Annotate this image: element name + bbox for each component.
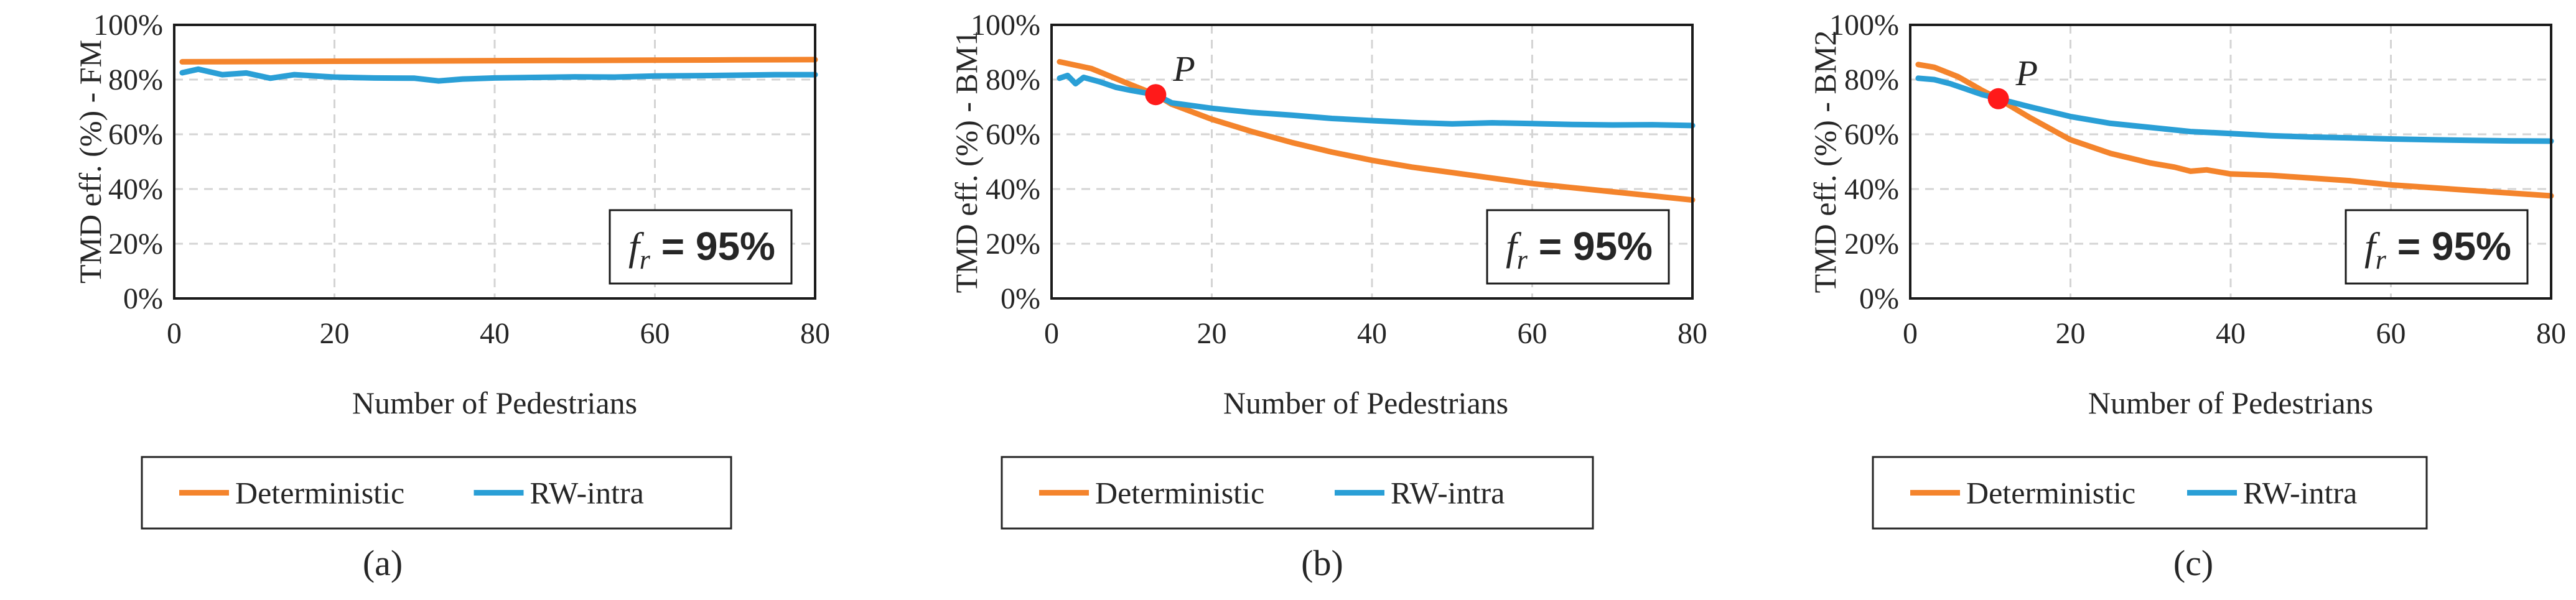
x-tick-label: 0 <box>1044 317 1059 350</box>
plot-frame <box>1909 24 2552 300</box>
x-tick-label: 80 <box>2536 317 2566 350</box>
point-label: P <box>2015 53 2038 93</box>
annotation-value: = 95% <box>650 224 775 269</box>
x-tick-label: 40 <box>2216 317 2246 350</box>
y-tick-label: 20% <box>1844 228 1899 261</box>
chart-panel-1: 0% 20% 40% 60% 80% 100% 0 20 40 60 80 TMD eff. (%) … <box>73 9 830 583</box>
chart-panel-2: 0% 20% 40% 60% 80% 100% 0 20 40 60 80 TMD eff. (%) … <box>949 9 1707 583</box>
annotation-box <box>2345 209 2529 285</box>
series-line-rw-intra <box>179 66 818 84</box>
annotation-subscript: r <box>640 244 651 275</box>
annotation-text: fr = 95% <box>2364 224 2511 275</box>
legend-entry-label: Deterministic <box>1966 476 2135 510</box>
series-line-rw-intra <box>1057 72 1696 129</box>
x-tick-label: 60 <box>640 317 670 350</box>
legend: Deterministic RW-intra <box>141 456 732 530</box>
legend-entry-label: RW-intra <box>2243 476 2357 510</box>
intersection-point <box>1145 84 1167 106</box>
x-tick-label: 80 <box>800 317 830 350</box>
legend-box <box>141 456 732 530</box>
x-tick-label: 40 <box>480 317 510 350</box>
y-tick-label: 100% <box>1829 9 1899 42</box>
x-tick-label: 40 <box>1357 317 1387 350</box>
x-tick-label: 60 <box>1518 317 1547 350</box>
panel-label: (c) <box>2173 543 2213 583</box>
x-axis-title: Number of Pedestrians <box>1223 385 1508 420</box>
x-axis-title: Number of Pedestrians <box>2088 385 2373 420</box>
legend: Deterministic RW-intra <box>1001 456 1594 530</box>
legend: Deterministic RW-intra <box>1872 456 2428 530</box>
legend-entry-label: Deterministic <box>235 476 404 510</box>
annotation-value: = 95% <box>2386 224 2511 269</box>
annotation-text: fr = 95% <box>628 224 775 275</box>
y-axis-title: TMD eff. (%) - BM1 <box>949 30 984 293</box>
legend-entry-label: RW-intra <box>530 476 644 510</box>
y-tick-label: 60% <box>1844 118 1899 151</box>
y-tick-label: 100% <box>971 9 1040 42</box>
plot-frame <box>1050 24 1694 300</box>
plot-frame <box>173 24 816 300</box>
x-tick-label: 20 <box>1197 317 1227 350</box>
point-label: P <box>1172 48 1195 89</box>
panel-label: (a) <box>363 543 403 583</box>
legend-entry-label: RW-intra <box>1391 476 1505 510</box>
series-line-deterministic <box>1915 62 2554 199</box>
x-tick-label: 60 <box>2376 317 2406 350</box>
chart-panel-3: 0% 20% 40% 60% 80% 100% 0 20 40 60 80 TMD eff. (%) … <box>1808 9 2566 583</box>
legend-box <box>1872 456 2428 530</box>
y-axis-title: TMD eff. (%) - FM <box>73 40 108 284</box>
panel-label: (b) <box>1301 543 1343 583</box>
legend-entry-label: Deterministic <box>1095 476 1264 510</box>
series-line-deterministic <box>1057 58 1696 203</box>
y-tick-label: 40% <box>108 173 163 206</box>
x-tick-label: 20 <box>320 317 350 350</box>
annotation-value: = 95% <box>1528 224 1653 269</box>
y-tick-label: 20% <box>108 228 163 261</box>
y-tick-label: 80% <box>108 63 163 96</box>
legend-box <box>1001 456 1594 530</box>
series-line-deterministic <box>179 57 818 65</box>
gridlines <box>1052 25 1692 298</box>
annotation-box <box>609 209 793 285</box>
x-tick-label: 0 <box>167 317 182 350</box>
annotation-subscript: r <box>1517 244 1528 275</box>
y-tick-label: 0% <box>123 282 163 315</box>
x-tick-label: 0 <box>1903 317 1918 350</box>
y-tick-label: 0% <box>1001 282 1040 315</box>
x-tick-label: 80 <box>1678 317 1707 350</box>
y-tick-label: 80% <box>986 63 1040 96</box>
annotation-box <box>1486 209 1670 285</box>
y-tick-label: 20% <box>986 228 1040 261</box>
y-tick-label: 40% <box>1844 173 1899 206</box>
y-tick-label: 60% <box>108 118 163 151</box>
x-tick-label: 20 <box>2056 317 2086 350</box>
annotation-subscript: r <box>2376 244 2387 275</box>
x-axis-title: Number of Pedestrians <box>352 385 637 420</box>
y-tick-label: 60% <box>986 118 1040 151</box>
y-axis-title: TMD eff. (%) - BM2 <box>1808 30 1842 293</box>
y-tick-label: 40% <box>986 173 1040 206</box>
annotation-text: fr = 95% <box>1506 224 1653 275</box>
y-tick-label: 0% <box>1859 282 1899 315</box>
series-line-rw-intra <box>1915 75 2554 144</box>
intersection-point <box>1987 88 2009 109</box>
y-tick-label: 100% <box>93 9 163 42</box>
y-tick-label: 80% <box>1844 63 1899 96</box>
